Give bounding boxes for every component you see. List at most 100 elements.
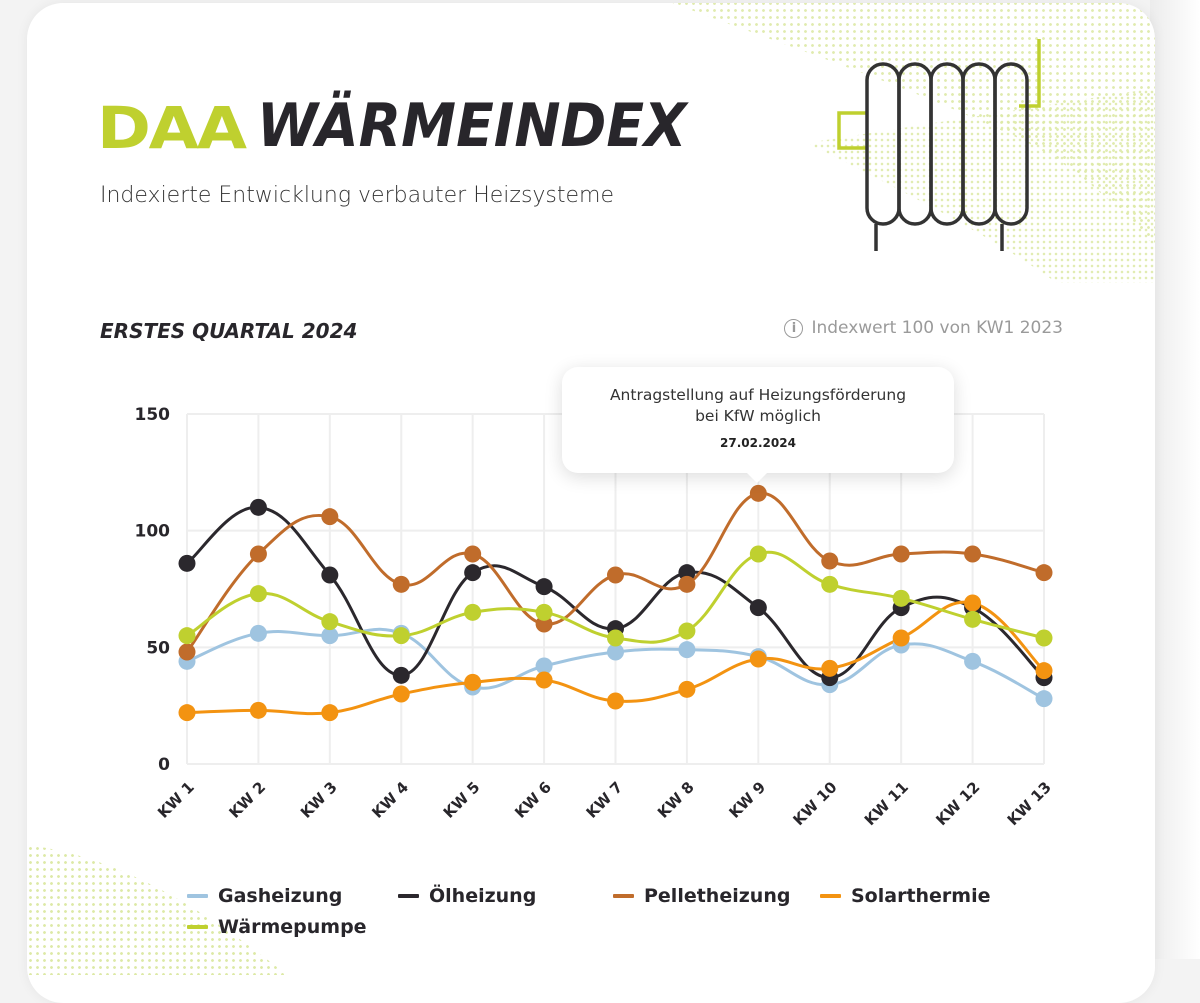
data-point-pelletheizung	[249, 545, 267, 563]
legend-label-gasheizung: Gasheizung	[218, 885, 343, 907]
section-title: ERSTES QUARTAL 2024	[100, 319, 358, 343]
x-tick-label: KW 9	[725, 778, 769, 822]
data-point-oelheizung	[535, 578, 553, 596]
legend-label-waermepumpe: Wärmepumpe	[218, 916, 367, 938]
data-point-oelheizung	[678, 564, 696, 582]
data-point-gasheizung	[678, 641, 696, 659]
data-point-pelletheizung	[964, 545, 982, 563]
data-point-oelheizung	[749, 599, 767, 617]
x-tick-label: KW 4	[368, 778, 412, 822]
data-point-pelletheizung	[892, 545, 910, 563]
x-tick-label: KW 5	[440, 778, 484, 822]
data-point-gasheizung	[1035, 690, 1053, 708]
radiator-icon	[837, 39, 1041, 251]
y-tick-label: 0	[158, 755, 170, 775]
legend-swatch-gasheizung	[187, 894, 208, 898]
data-point-solarthermie	[392, 685, 410, 703]
data-point-waermepumpe	[607, 629, 624, 647]
data-point-solarthermie	[535, 671, 553, 689]
daa-logo: DAA	[97, 99, 247, 157]
x-tick-label: KW 11	[861, 778, 912, 829]
x-tick-label: KW 2	[226, 778, 270, 822]
legend-item-oelheizung[interactable]: Ölheizung	[398, 885, 536, 907]
page-title: WÄRMEINDEX	[257, 91, 687, 161]
data-point-gasheizung	[249, 624, 267, 642]
data-point-pelletheizung	[392, 575, 410, 593]
data-point-gasheizung	[607, 643, 624, 661]
data-point-solarthermie	[464, 673, 482, 691]
x-tick-label: KW 1	[154, 778, 198, 822]
data-point-waermepumpe	[535, 603, 553, 621]
legend-swatch-pelletheizung	[613, 894, 634, 898]
data-point-waermepumpe	[392, 627, 410, 645]
data-point-oelheizung	[464, 564, 482, 582]
data-point-waermepumpe	[749, 545, 767, 563]
info-icon[interactable]: i	[784, 318, 804, 338]
data-point-waermepumpe	[321, 613, 339, 631]
legend-item-pelletheizung[interactable]: Pelletheizung	[613, 885, 790, 907]
legend-item-gasheizung[interactable]: Gasheizung	[187, 885, 342, 907]
data-point-pelletheizung	[178, 643, 196, 661]
data-point-oelheizung	[249, 498, 267, 516]
data-point-solarthermie	[249, 701, 267, 719]
data-point-waermepumpe	[964, 610, 982, 628]
index-note-text: Indexwert 100 von KW1 2023	[811, 318, 1063, 338]
data-point-waermepumpe	[892, 589, 910, 607]
y-tick-label: 150	[135, 405, 171, 425]
page-background	[1150, 0, 1200, 959]
data-point-waermepumpe	[464, 603, 482, 621]
annotation-date: 27.02.2024	[720, 436, 796, 450]
x-tick-label: KW 6	[511, 778, 555, 822]
data-point-waermepumpe	[178, 627, 196, 645]
y-tick-label: 100	[135, 522, 171, 542]
data-point-pelletheizung	[607, 566, 624, 584]
data-point-waermepumpe	[1035, 629, 1053, 647]
page-subtitle: Indexierte Entwicklung verbauter Heizsys…	[100, 183, 615, 208]
legend-label-oelheizung: Ölheizung	[429, 885, 537, 907]
x-tick-label: KW 12	[932, 778, 983, 829]
x-tick-label: KW 13	[1004, 778, 1055, 829]
data-point-gasheizung	[535, 657, 553, 675]
data-point-solarthermie	[321, 704, 339, 722]
line-chart: 0 50 100 150 KW 1 KW 2 KW 3 KW 4 KW 5 KW 6 KW 7 KW …	[135, 405, 1055, 829]
legend-label-pelletheizung: Pelletheizung	[644, 885, 791, 907]
legend-item-waermepumpe[interactable]: Wärmepumpe	[187, 916, 367, 938]
data-point-pelletheizung	[464, 545, 482, 563]
data-point-oelheizung	[178, 554, 196, 572]
data-point-solarthermie	[1035, 662, 1053, 680]
annotation-text-line1: Antragstellung auf Heizungsförderung	[609, 386, 907, 404]
x-tick-label: KW 3	[297, 778, 341, 822]
legend-swatch-waermepumpe	[187, 925, 208, 929]
logo-text: DAA	[97, 94, 247, 162]
infographic-card: 0 50 100 150 KW 1 KW 2 KW 3 KW 4 KW 5 KW 6 KW 7 KW …	[27, 3, 1155, 1003]
legend-item-solarthermie[interactable]: Solarthermie	[820, 885, 991, 907]
data-point-gasheizung	[964, 652, 982, 670]
data-point-pelletheizung	[821, 552, 839, 570]
annotation-text-line2: bei KfW möglich	[695, 407, 821, 425]
data-point-oelheizung	[321, 566, 339, 584]
data-point-pelletheizung	[321, 508, 339, 526]
legend-label-solarthermie: Solarthermie	[851, 885, 991, 907]
data-point-pelletheizung	[678, 575, 696, 593]
y-tick-label: 50	[146, 638, 170, 658]
data-point-pelletheizung	[1035, 564, 1053, 582]
data-point-pelletheizung	[749, 484, 767, 502]
legend-swatch-oelheizung	[398, 894, 419, 898]
data-point-pelletheizung	[535, 615, 553, 633]
data-point-waermepumpe	[249, 585, 267, 603]
data-point-waermepumpe	[821, 575, 839, 593]
data-point-waermepumpe	[678, 622, 696, 640]
data-point-solarthermie	[607, 692, 624, 710]
data-point-solarthermie	[892, 629, 910, 647]
legend-swatch-solarthermie	[820, 894, 841, 898]
data-point-solarthermie	[749, 650, 767, 668]
data-point-solarthermie	[678, 680, 696, 698]
x-tick-label: KW 7	[583, 778, 627, 822]
data-point-solarthermie	[821, 659, 839, 677]
data-point-oelheizung	[392, 666, 410, 684]
annotation-tooltip: Antragstellung auf Heizungsförderung bei…	[562, 367, 954, 483]
x-tick-label: KW 8	[654, 778, 698, 822]
index-note: i Indexwert 100 von KW1 2023	[784, 318, 1063, 338]
data-point-solarthermie	[178, 704, 196, 722]
data-point-gasheizung	[321, 627, 339, 645]
